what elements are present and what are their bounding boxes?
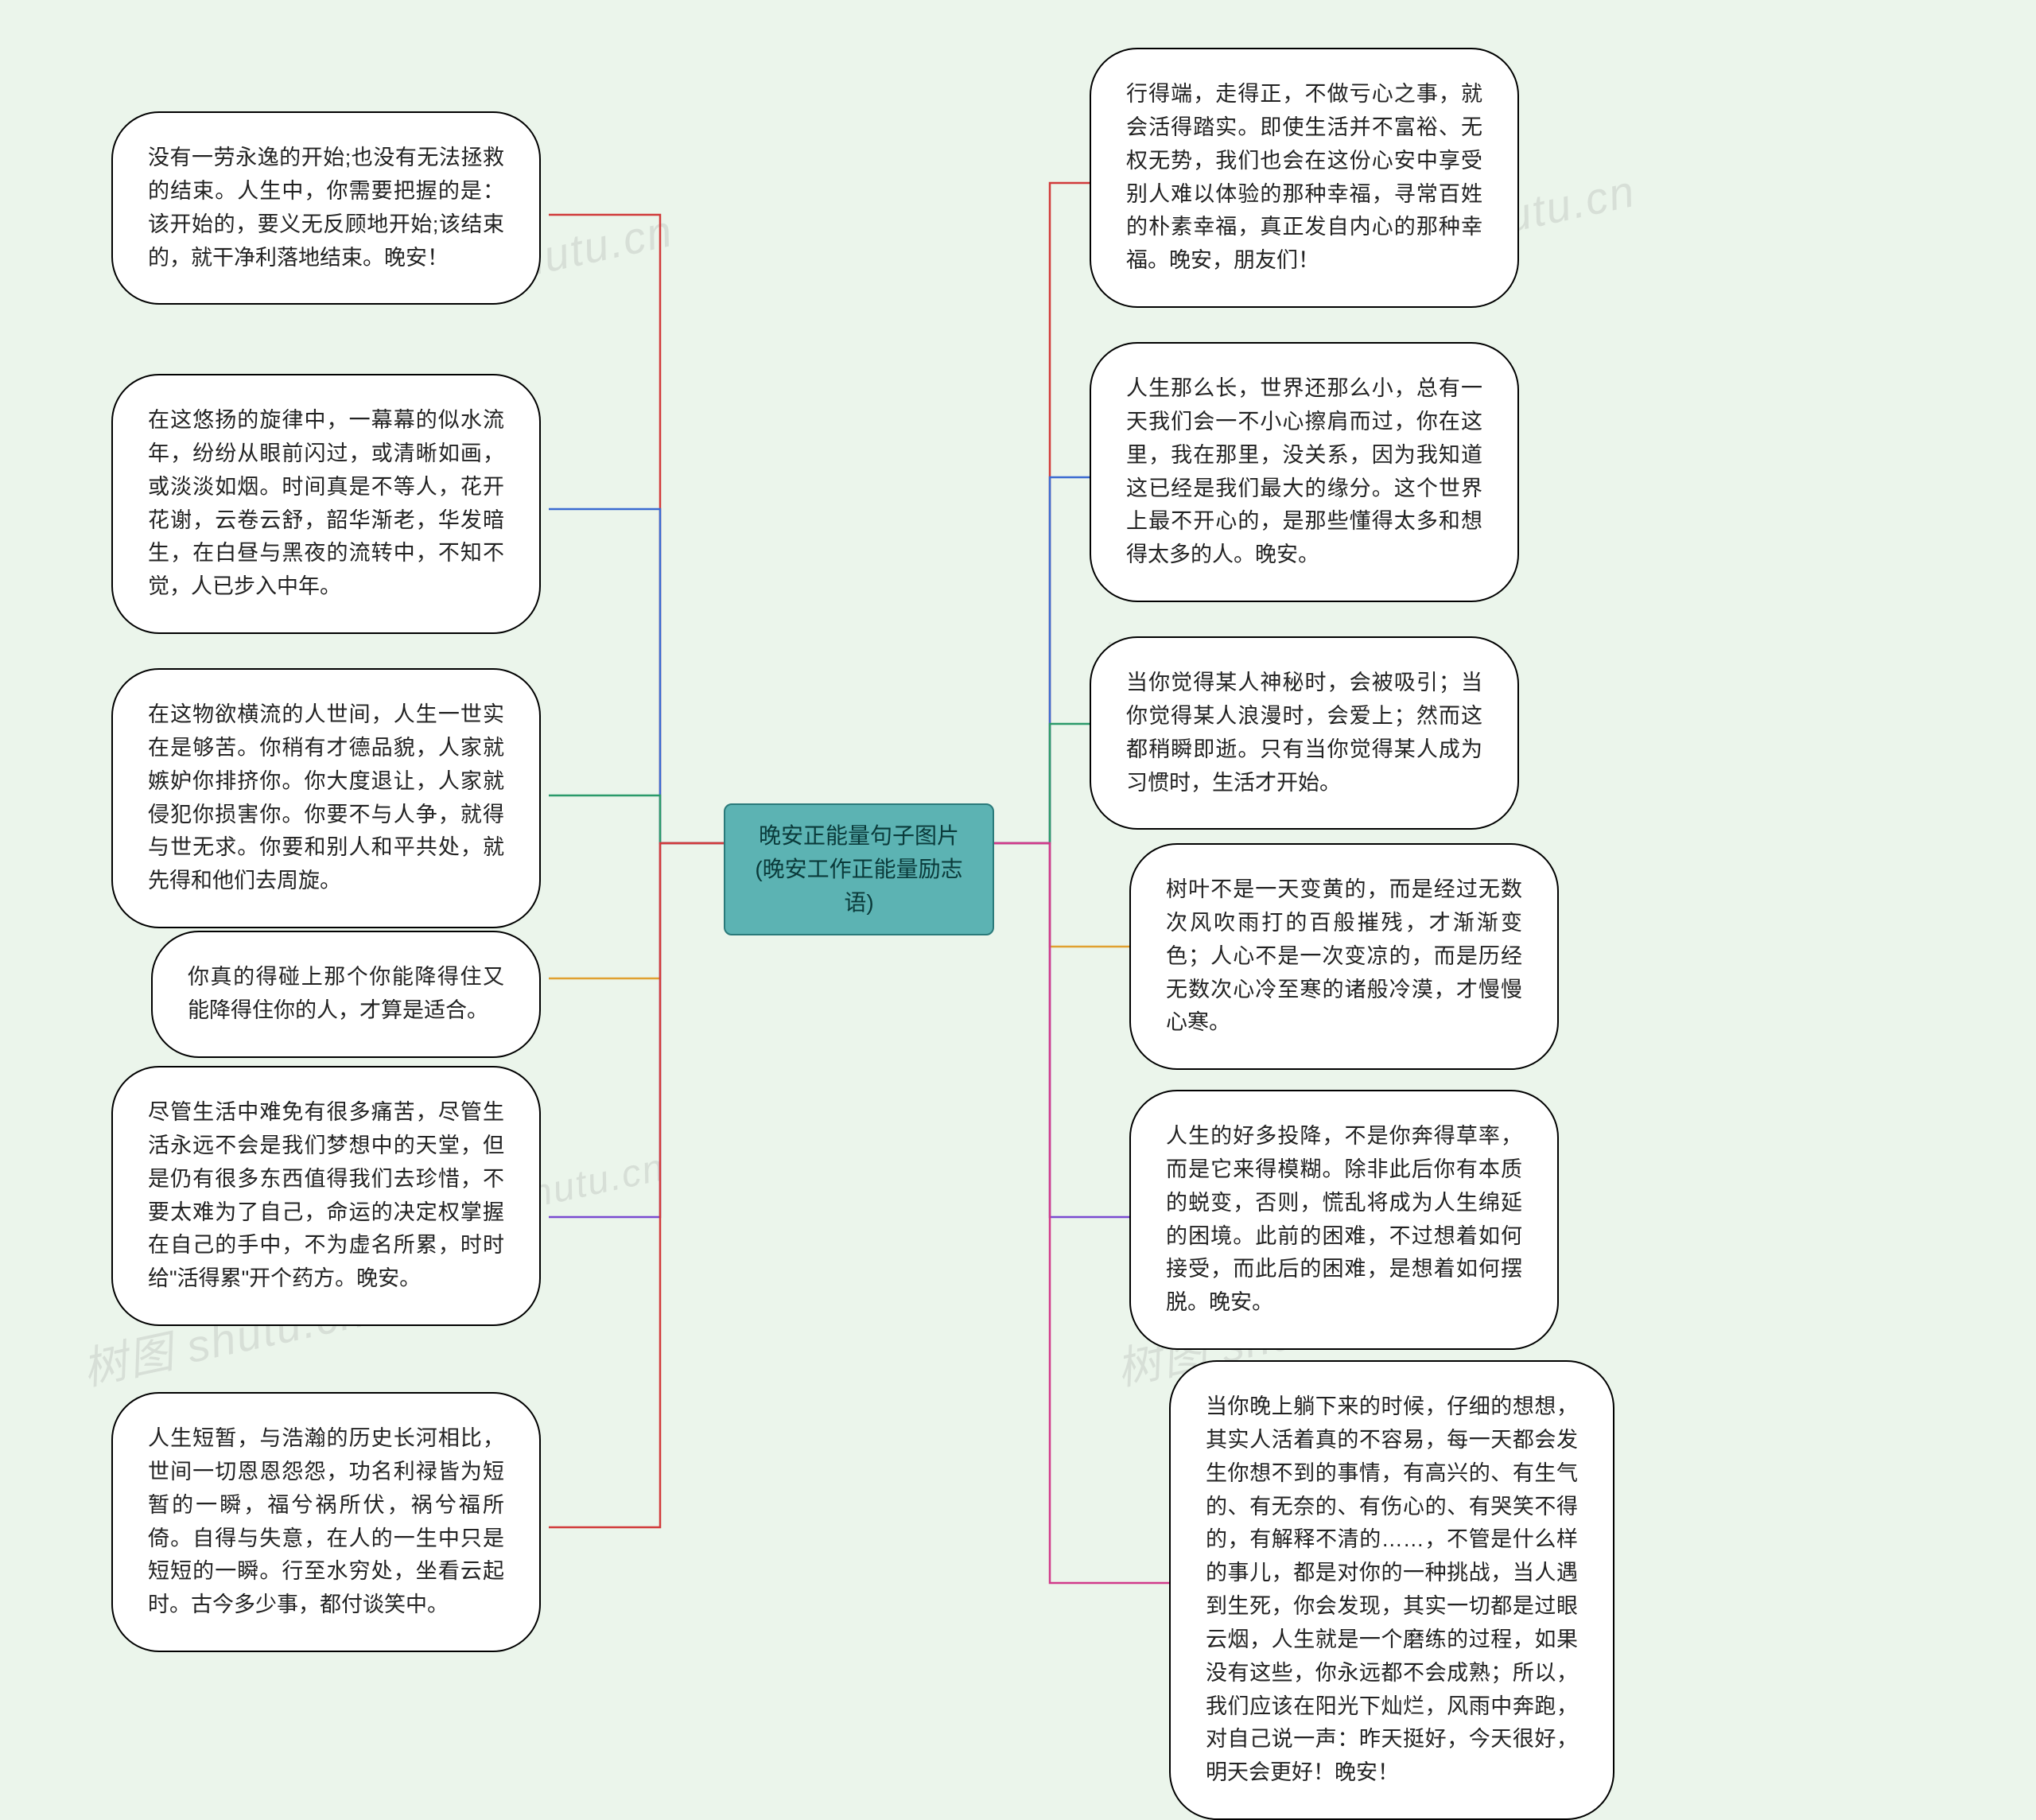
right-node-3: 当你觉得某人神秘时，会被吸引；当你觉得某人浪漫时，会爱上；然而这都稍瞬即逝。只有…: [1090, 636, 1519, 830]
left-node-3: 在这物欲横流的人世间，人生一世实在是够苦。你稍有才德品貌，人家就嫉妒你排挤你。你…: [111, 668, 541, 928]
right-node-2: 人生那么长，世界还那么小，总有一天我们会一不小心擦肩而过，你在这里，我在那里，没…: [1090, 342, 1519, 602]
right-node-1: 行得端，走得正，不做亏心之事，就会活得踏实。即使生活并不富裕、无权无势，我们也会…: [1090, 48, 1519, 308]
left-node-2: 在这悠扬的旋律中，一幕幕的似水流年，纷纷从眼前闪过，或清晰如画，或淡淡如烟。时间…: [111, 374, 541, 634]
right-node-6: 当你晚上躺下来的时候，仔细的想想，其实人活着真的不容易，每一天都会发生你想不到的…: [1169, 1360, 1614, 1820]
left-node-6: 人生短暂，与浩瀚的历史长河相比，世间一切恩恩怨怨，功名利禄皆为短暂的一瞬，福兮祸…: [111, 1392, 541, 1652]
left-node-1: 没有一劳永逸的开始;也没有无法拯救的结束。人生中，你需要把握的是：该开始的，要义…: [111, 111, 541, 305]
right-node-4: 树叶不是一天变黄的，而是经过无数次风吹雨打的百般摧残，才渐渐变色；人心不是一次变…: [1129, 843, 1559, 1070]
left-node-4: 你真的得碰上那个你能降得住又能降得住你的人，才算是适合。: [151, 931, 541, 1058]
center-node: 晚安正能量句子图片(晚安工作正能量励志语): [724, 803, 994, 935]
right-node-5: 人生的好多投降，不是你奔得草率，而是它来得模糊。除非此后你有本质的蜕变，否则，慌…: [1129, 1090, 1559, 1350]
left-node-5: 尽管生活中难免有很多痛苦，尽管生活永远不会是我们梦想中的天堂，但是仍有很多东西值…: [111, 1066, 541, 1326]
